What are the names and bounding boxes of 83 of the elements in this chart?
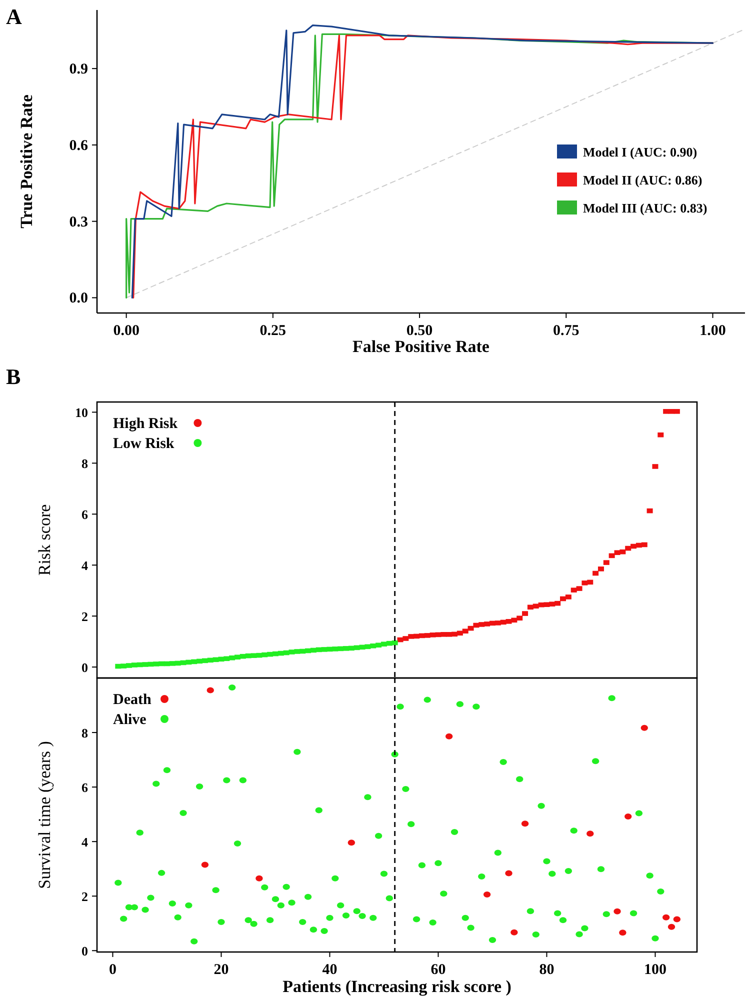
point — [348, 840, 356, 846]
y-tick-label: 6 — [82, 780, 88, 796]
point — [505, 870, 512, 876]
point — [673, 916, 681, 922]
legend-label: Alive — [113, 712, 147, 728]
text: A — [6, 4, 22, 29]
point — [598, 566, 604, 572]
y-tick-label: 2 — [82, 889, 88, 904]
point — [641, 542, 648, 548]
legend-label: Low Risk — [113, 436, 175, 452]
point — [256, 875, 263, 882]
point — [592, 570, 599, 576]
point — [565, 594, 572, 600]
y-tick-label: 0.6 — [69, 138, 88, 154]
y-tick-label: 0 — [82, 944, 88, 959]
x-tick-label: 80 — [539, 962, 554, 978]
point — [586, 830, 594, 837]
point — [619, 930, 626, 936]
x-tick-label: 60 — [430, 962, 446, 978]
text: B — [6, 364, 21, 389]
point — [483, 891, 491, 898]
point — [587, 580, 594, 585]
y-tick-label: 0 — [82, 660, 88, 676]
point — [608, 553, 615, 558]
point — [640, 724, 648, 731]
point — [408, 634, 414, 639]
x-tick-label: 0.00 — [113, 323, 140, 339]
point — [456, 630, 463, 636]
point — [620, 549, 626, 554]
point — [652, 464, 658, 469]
y-tick-label: 8 — [82, 726, 88, 741]
point — [511, 618, 518, 623]
point — [658, 432, 664, 438]
y-axis-title: Survival time (years ) — [35, 741, 54, 889]
y-tick-label: 2 — [82, 609, 88, 624]
y-tick-label: 10 — [75, 405, 88, 420]
legend-label: Death — [113, 692, 152, 708]
point — [674, 409, 680, 414]
y-tick-label: 4 — [82, 834, 88, 850]
x-tick-label: 0.50 — [406, 323, 433, 339]
x-axis-title: Patients (Increasing risk score ) — [282, 977, 512, 996]
point — [570, 588, 577, 592]
legend-label: Model I (AUC: 0.90) — [583, 144, 698, 160]
y-axis-title: Risk score — [35, 504, 54, 576]
x-tick-label: 40 — [322, 962, 338, 978]
legend-label: High Risk — [113, 416, 178, 432]
point — [201, 862, 209, 868]
point — [603, 560, 610, 565]
legend-label: Model III (AUC: 0.83) — [583, 200, 708, 216]
point — [516, 616, 523, 621]
y-tick-label: 6 — [82, 507, 88, 522]
point — [402, 636, 409, 641]
point — [582, 580, 588, 586]
point — [614, 908, 621, 914]
point — [662, 914, 670, 920]
point — [668, 924, 676, 930]
point — [646, 508, 653, 514]
point — [206, 687, 214, 694]
point — [625, 546, 632, 551]
x-tick-label: 0.25 — [260, 323, 286, 339]
x-tick-label: 100 — [644, 962, 666, 978]
legend-label: Model II (AUC: 0.86) — [583, 172, 702, 188]
point — [663, 409, 670, 414]
x-axis-title: False Positive Rate — [352, 337, 490, 356]
y-tick-label: 0.0 — [69, 290, 88, 307]
x-tick-label: 1.00 — [700, 323, 726, 339]
point — [624, 814, 632, 820]
y-axis-title: True Positive Rate — [17, 94, 36, 228]
point — [445, 733, 453, 740]
point — [462, 628, 468, 634]
x-tick-label: 0.75 — [553, 323, 580, 339]
y-tick-label: 0.3 — [69, 214, 88, 230]
point — [522, 611, 528, 616]
point — [510, 929, 518, 936]
y-tick-label: 4 — [82, 558, 88, 574]
y-tick-label: 8 — [82, 456, 88, 472]
x-tick-label: 20 — [214, 962, 229, 978]
point — [576, 586, 582, 591]
point — [554, 600, 561, 606]
x-tick-label: 0 — [108, 962, 116, 978]
point — [392, 640, 398, 646]
y-tick-label: 0.9 — [69, 62, 88, 78]
point — [521, 820, 529, 827]
